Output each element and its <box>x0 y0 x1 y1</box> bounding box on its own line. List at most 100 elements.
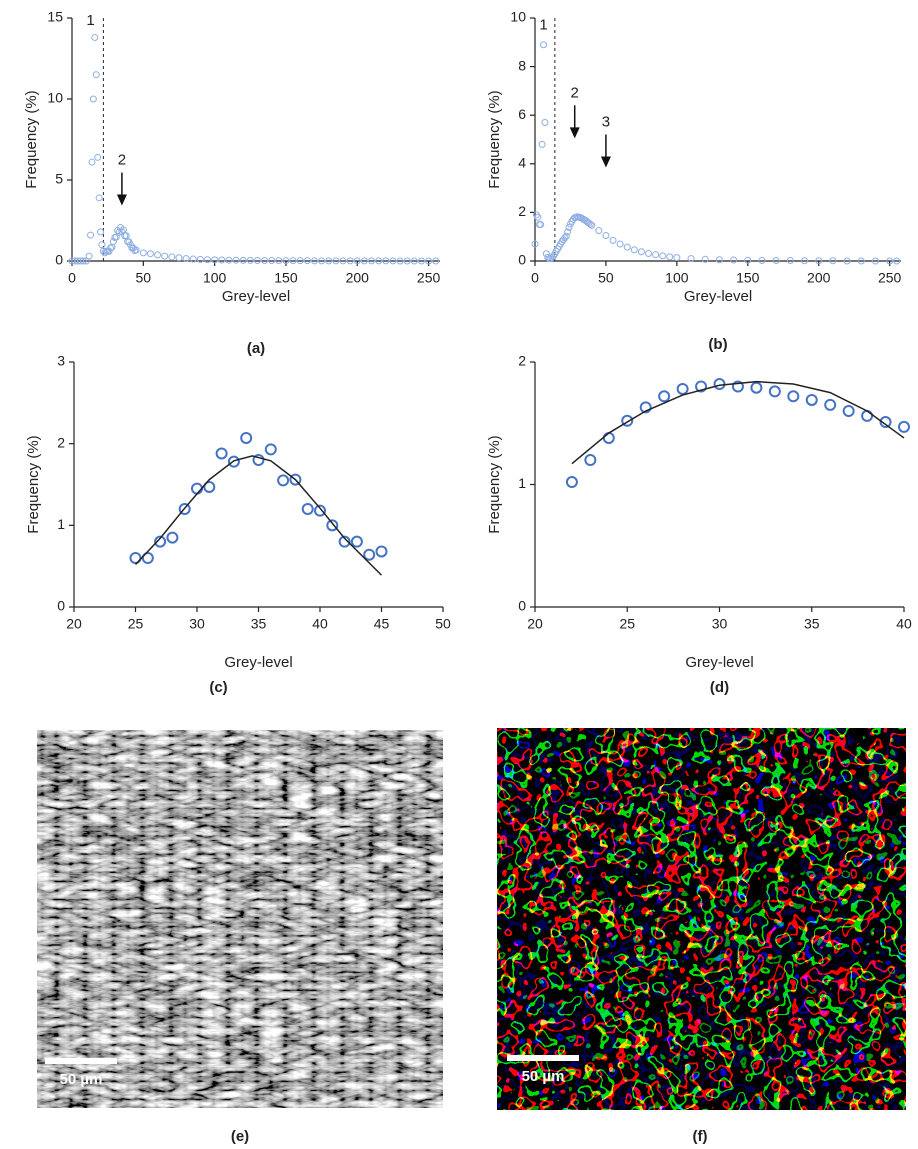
y-tick-label: 0 <box>518 598 526 614</box>
point <box>744 256 752 264</box>
y-tick-label: 0 <box>518 252 526 268</box>
point <box>211 256 219 264</box>
point <box>97 228 105 236</box>
point <box>731 380 744 393</box>
annotation: 2 <box>118 152 126 169</box>
annotation-arrowhead <box>600 156 611 168</box>
x-tick-label: 35 <box>251 616 267 632</box>
point <box>382 257 390 265</box>
micrograph-texture <box>497 728 906 1110</box>
point <box>189 255 197 263</box>
point <box>595 227 603 235</box>
point <box>403 257 411 265</box>
x-tick-label: 20 <box>527 616 543 632</box>
point <box>227 455 240 468</box>
y-tick-label: 0 <box>55 252 63 268</box>
point <box>339 257 347 265</box>
point <box>346 257 354 265</box>
point <box>701 255 709 263</box>
x-tick-label: 0 <box>531 270 539 286</box>
x-tick-label: 35 <box>804 616 820 632</box>
point <box>531 240 539 248</box>
point <box>225 256 233 264</box>
point <box>264 443 277 456</box>
annotation-arrowhead <box>569 127 580 139</box>
point <box>303 257 311 265</box>
annotation: 1 <box>539 16 547 33</box>
point <box>389 257 397 265</box>
point <box>368 257 376 265</box>
point <box>277 474 290 487</box>
point <box>89 95 97 103</box>
point <box>879 416 892 429</box>
point <box>332 257 340 265</box>
point <box>842 405 855 417</box>
point <box>129 552 142 564</box>
point <box>787 390 800 403</box>
point <box>687 255 695 263</box>
point <box>637 248 645 256</box>
point <box>730 256 738 264</box>
point <box>750 381 763 394</box>
point <box>92 71 100 79</box>
point <box>166 531 179 544</box>
point <box>79 257 87 265</box>
y-tick-label: 6 <box>518 106 526 122</box>
panel-label: (c) <box>209 679 227 696</box>
point <box>232 256 240 264</box>
fit-line <box>134 455 383 576</box>
point <box>203 480 216 493</box>
point <box>240 431 253 444</box>
x-tick-label: 40 <box>312 616 328 632</box>
point <box>154 535 167 548</box>
point <box>353 257 361 265</box>
x-tick-label: 50 <box>598 270 614 286</box>
point <box>88 158 96 166</box>
x-tick-label: 250 <box>878 270 902 286</box>
point <box>805 393 818 406</box>
point <box>204 256 212 264</box>
panel-label: (e) <box>231 1128 249 1145</box>
point <box>182 255 190 263</box>
y-tick-label: 1 <box>518 475 526 491</box>
y-axis-label: Frequency (%) <box>23 90 40 188</box>
image-f: 50 µm (f) <box>497 728 906 1145</box>
point <box>695 380 708 393</box>
point <box>191 482 203 495</box>
annotation-arrowhead <box>116 194 127 206</box>
x-tick-label: 0 <box>68 270 76 286</box>
point <box>326 519 339 532</box>
x-tick-label: 30 <box>189 616 205 632</box>
point <box>215 447 228 460</box>
panel-label: (b) <box>708 336 727 353</box>
point <box>289 473 302 486</box>
scale-bar <box>45 1058 117 1064</box>
x-axis-label: Grey-level <box>685 654 753 671</box>
point <box>602 431 615 444</box>
x-axis-label: Grey-level <box>224 654 292 671</box>
point <box>196 255 204 263</box>
point <box>562 232 570 240</box>
point <box>98 241 106 249</box>
chart: 20 25 30 35 40 45 50 0 1 2 3 Grey-level Frequency (%… <box>25 353 451 696</box>
y-tick-label: 2 <box>518 203 526 219</box>
x-tick-label: 50 <box>136 270 152 286</box>
point <box>432 257 440 265</box>
point <box>246 256 254 264</box>
point <box>639 401 652 414</box>
x-tick-label: 250 <box>417 270 441 286</box>
point <box>713 378 726 391</box>
point <box>829 257 837 265</box>
x-tick-label: 150 <box>274 270 298 286</box>
x-tick-label: 200 <box>807 270 831 286</box>
point <box>565 476 578 489</box>
point <box>141 552 154 564</box>
point <box>893 257 901 265</box>
point <box>375 545 388 558</box>
point <box>658 390 671 403</box>
x-tick-label: 25 <box>128 616 144 632</box>
point <box>314 504 326 517</box>
point <box>676 382 689 395</box>
point <box>644 249 652 257</box>
